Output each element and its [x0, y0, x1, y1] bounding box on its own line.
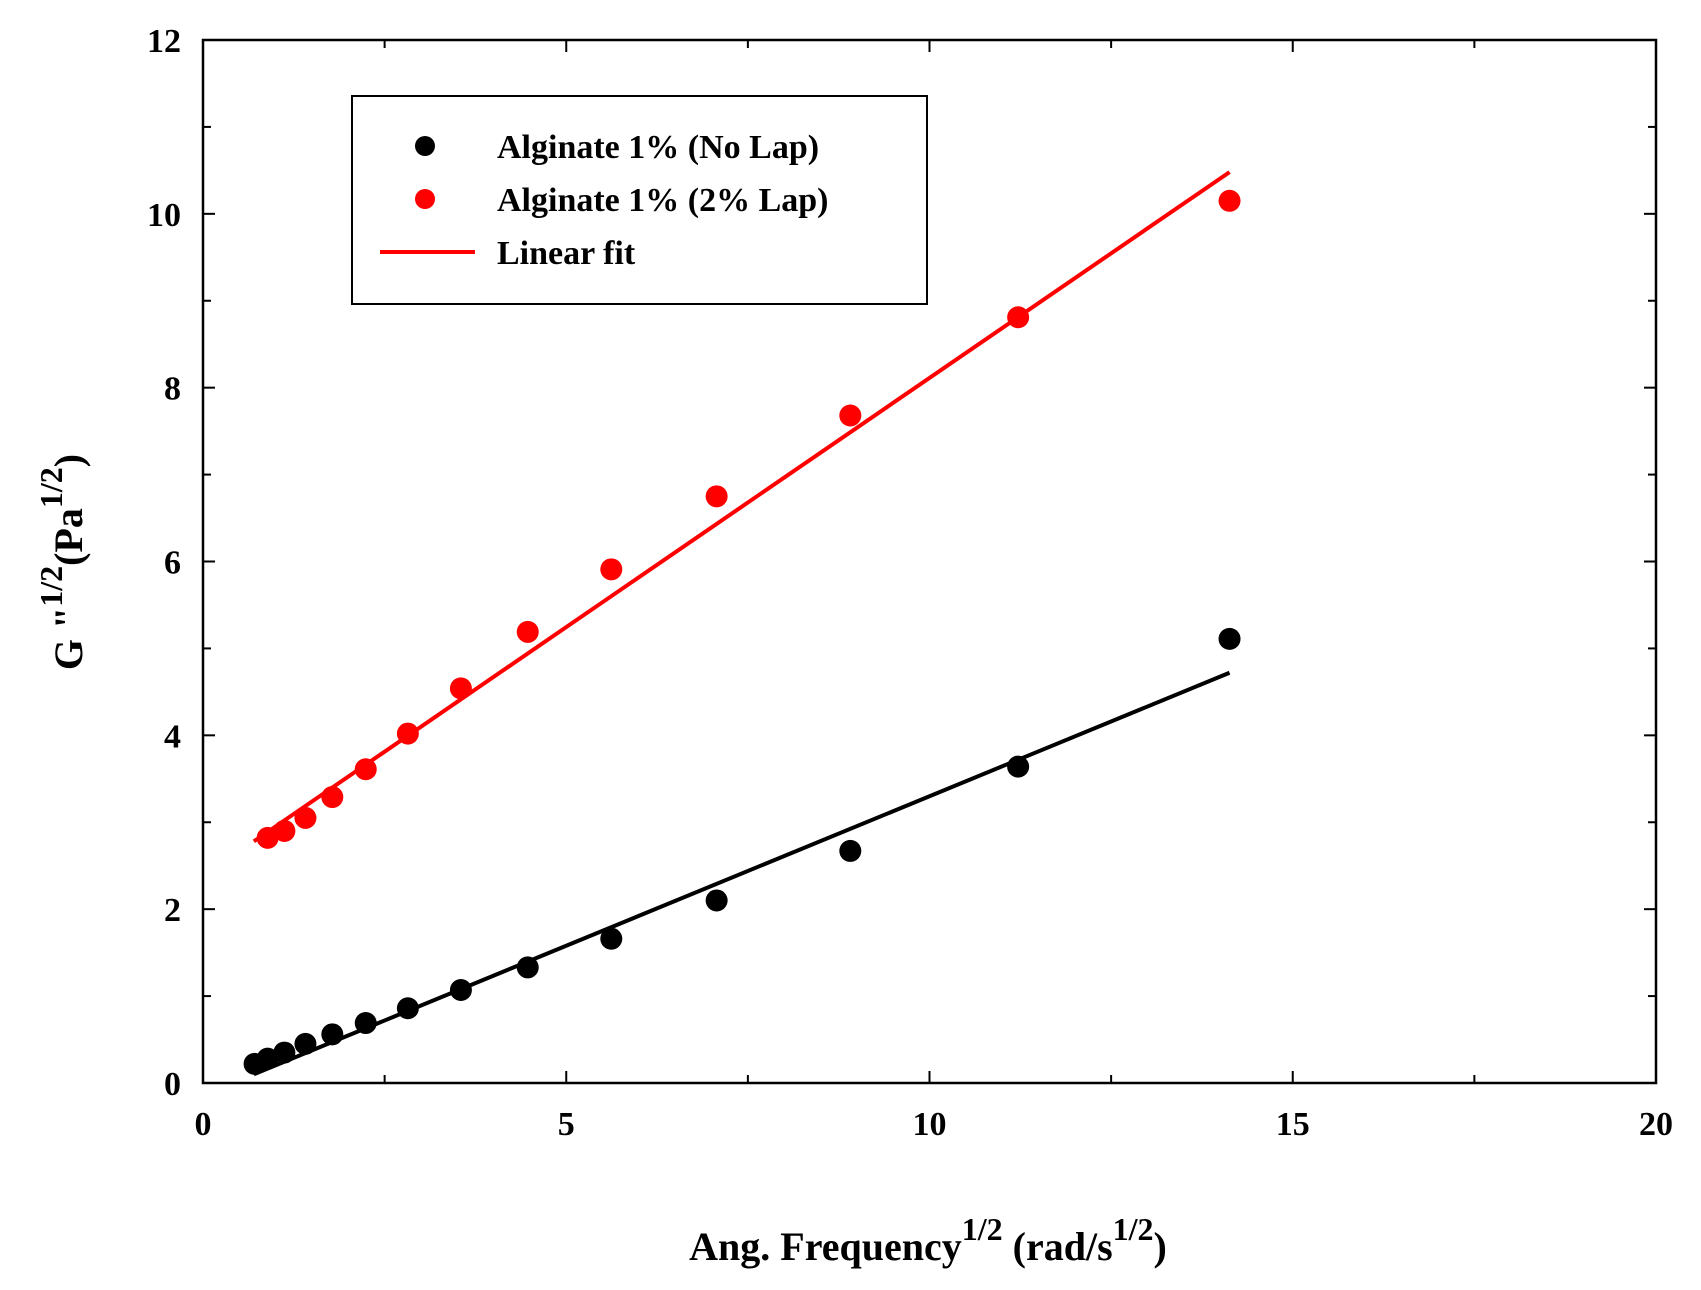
y-tick-label: 8 [164, 371, 181, 408]
legend-label-no-lap: Alginate 1% (No Lap) [497, 129, 819, 166]
legend-marker-2-lap [415, 189, 435, 209]
point-no-lap [396, 997, 419, 1020]
y-axis-title-unit: (Pa [46, 508, 91, 566]
x-axis-title-unit: (rad/s [1003, 1224, 1113, 1269]
point-2-lap [516, 620, 539, 643]
y-tick-label: 10 [147, 197, 181, 234]
y-tick-label: 4 [164, 718, 181, 755]
point-2-lap [321, 786, 344, 809]
point-no-lap [600, 927, 623, 950]
point-2-lap [839, 404, 862, 427]
y-tick-label: 0 [164, 1066, 181, 1103]
y-axis-title-sup2: 1/2 [33, 467, 69, 508]
legend-label-fit: Linear fit [497, 235, 636, 272]
point-no-lap [321, 1023, 344, 1046]
point-no-lap [294, 1032, 317, 1055]
point-2-lap [396, 722, 419, 745]
y-tick-label: 2 [164, 892, 181, 929]
point-2-lap [449, 677, 472, 700]
legend-label-2-lap: Alginate 1% (2% Lap) [497, 182, 829, 219]
y-axis-title-sup1: 1/2 [33, 566, 69, 607]
point-2-lap [273, 819, 296, 842]
point-no-lap [449, 978, 472, 1001]
point-no-lap [1218, 627, 1241, 650]
y-axis-title: G "1/2(Pa1/2) [33, 454, 91, 670]
y-tick-label: 6 [164, 545, 181, 582]
x-tick-label: 5 [558, 1106, 575, 1143]
legend-box [351, 95, 928, 305]
x-tick-label: 0 [195, 1106, 212, 1143]
x-axis-title-main: Ang. Frequency [689, 1224, 962, 1269]
x-tick-label: 15 [1276, 1106, 1310, 1143]
axis-ticks [202, 39, 1657, 1084]
point-no-lap [256, 1047, 279, 1070]
point-2-lap [294, 806, 317, 829]
legend: Alginate 1% (No Lap) Alginate 1% (2% Lap… [351, 95, 928, 305]
point-2-lap [705, 485, 728, 508]
x-tick-label: 20 [1639, 1106, 1673, 1143]
point-2-lap [354, 758, 377, 781]
x-axis-title-sup1: 1/2 [962, 1211, 1003, 1247]
point-2-lap [1007, 306, 1030, 329]
point-no-lap [354, 1012, 377, 1035]
axis-tick-labels: 0 5 10 15 20 0 2 4 6 8 10 12 [147, 23, 1673, 1143]
x-axis-title: Ang. Frequency1/2 (rad/s1/2) [689, 1211, 1167, 1269]
point-no-lap [839, 839, 862, 862]
y-axis-title-close: ) [46, 454, 91, 467]
point-2-lap [256, 826, 279, 849]
x-axis-title-close: ) [1154, 1224, 1167, 1269]
x-axis-title-sup2: 1/2 [1113, 1211, 1154, 1247]
point-2-lap [1218, 189, 1241, 212]
legend-marker-no-lap [415, 136, 435, 156]
data-points [243, 189, 1241, 1075]
point-no-lap [273, 1041, 296, 1064]
point-no-lap [1007, 755, 1030, 778]
point-no-lap [516, 956, 539, 979]
y-axis-title-main: G " [46, 607, 91, 670]
y-tick-label: 12 [147, 23, 181, 60]
fit-lines [252, 170, 1231, 1077]
point-no-lap [705, 889, 728, 912]
point-2-lap [600, 558, 623, 581]
x-tick-label: 10 [913, 1106, 947, 1143]
